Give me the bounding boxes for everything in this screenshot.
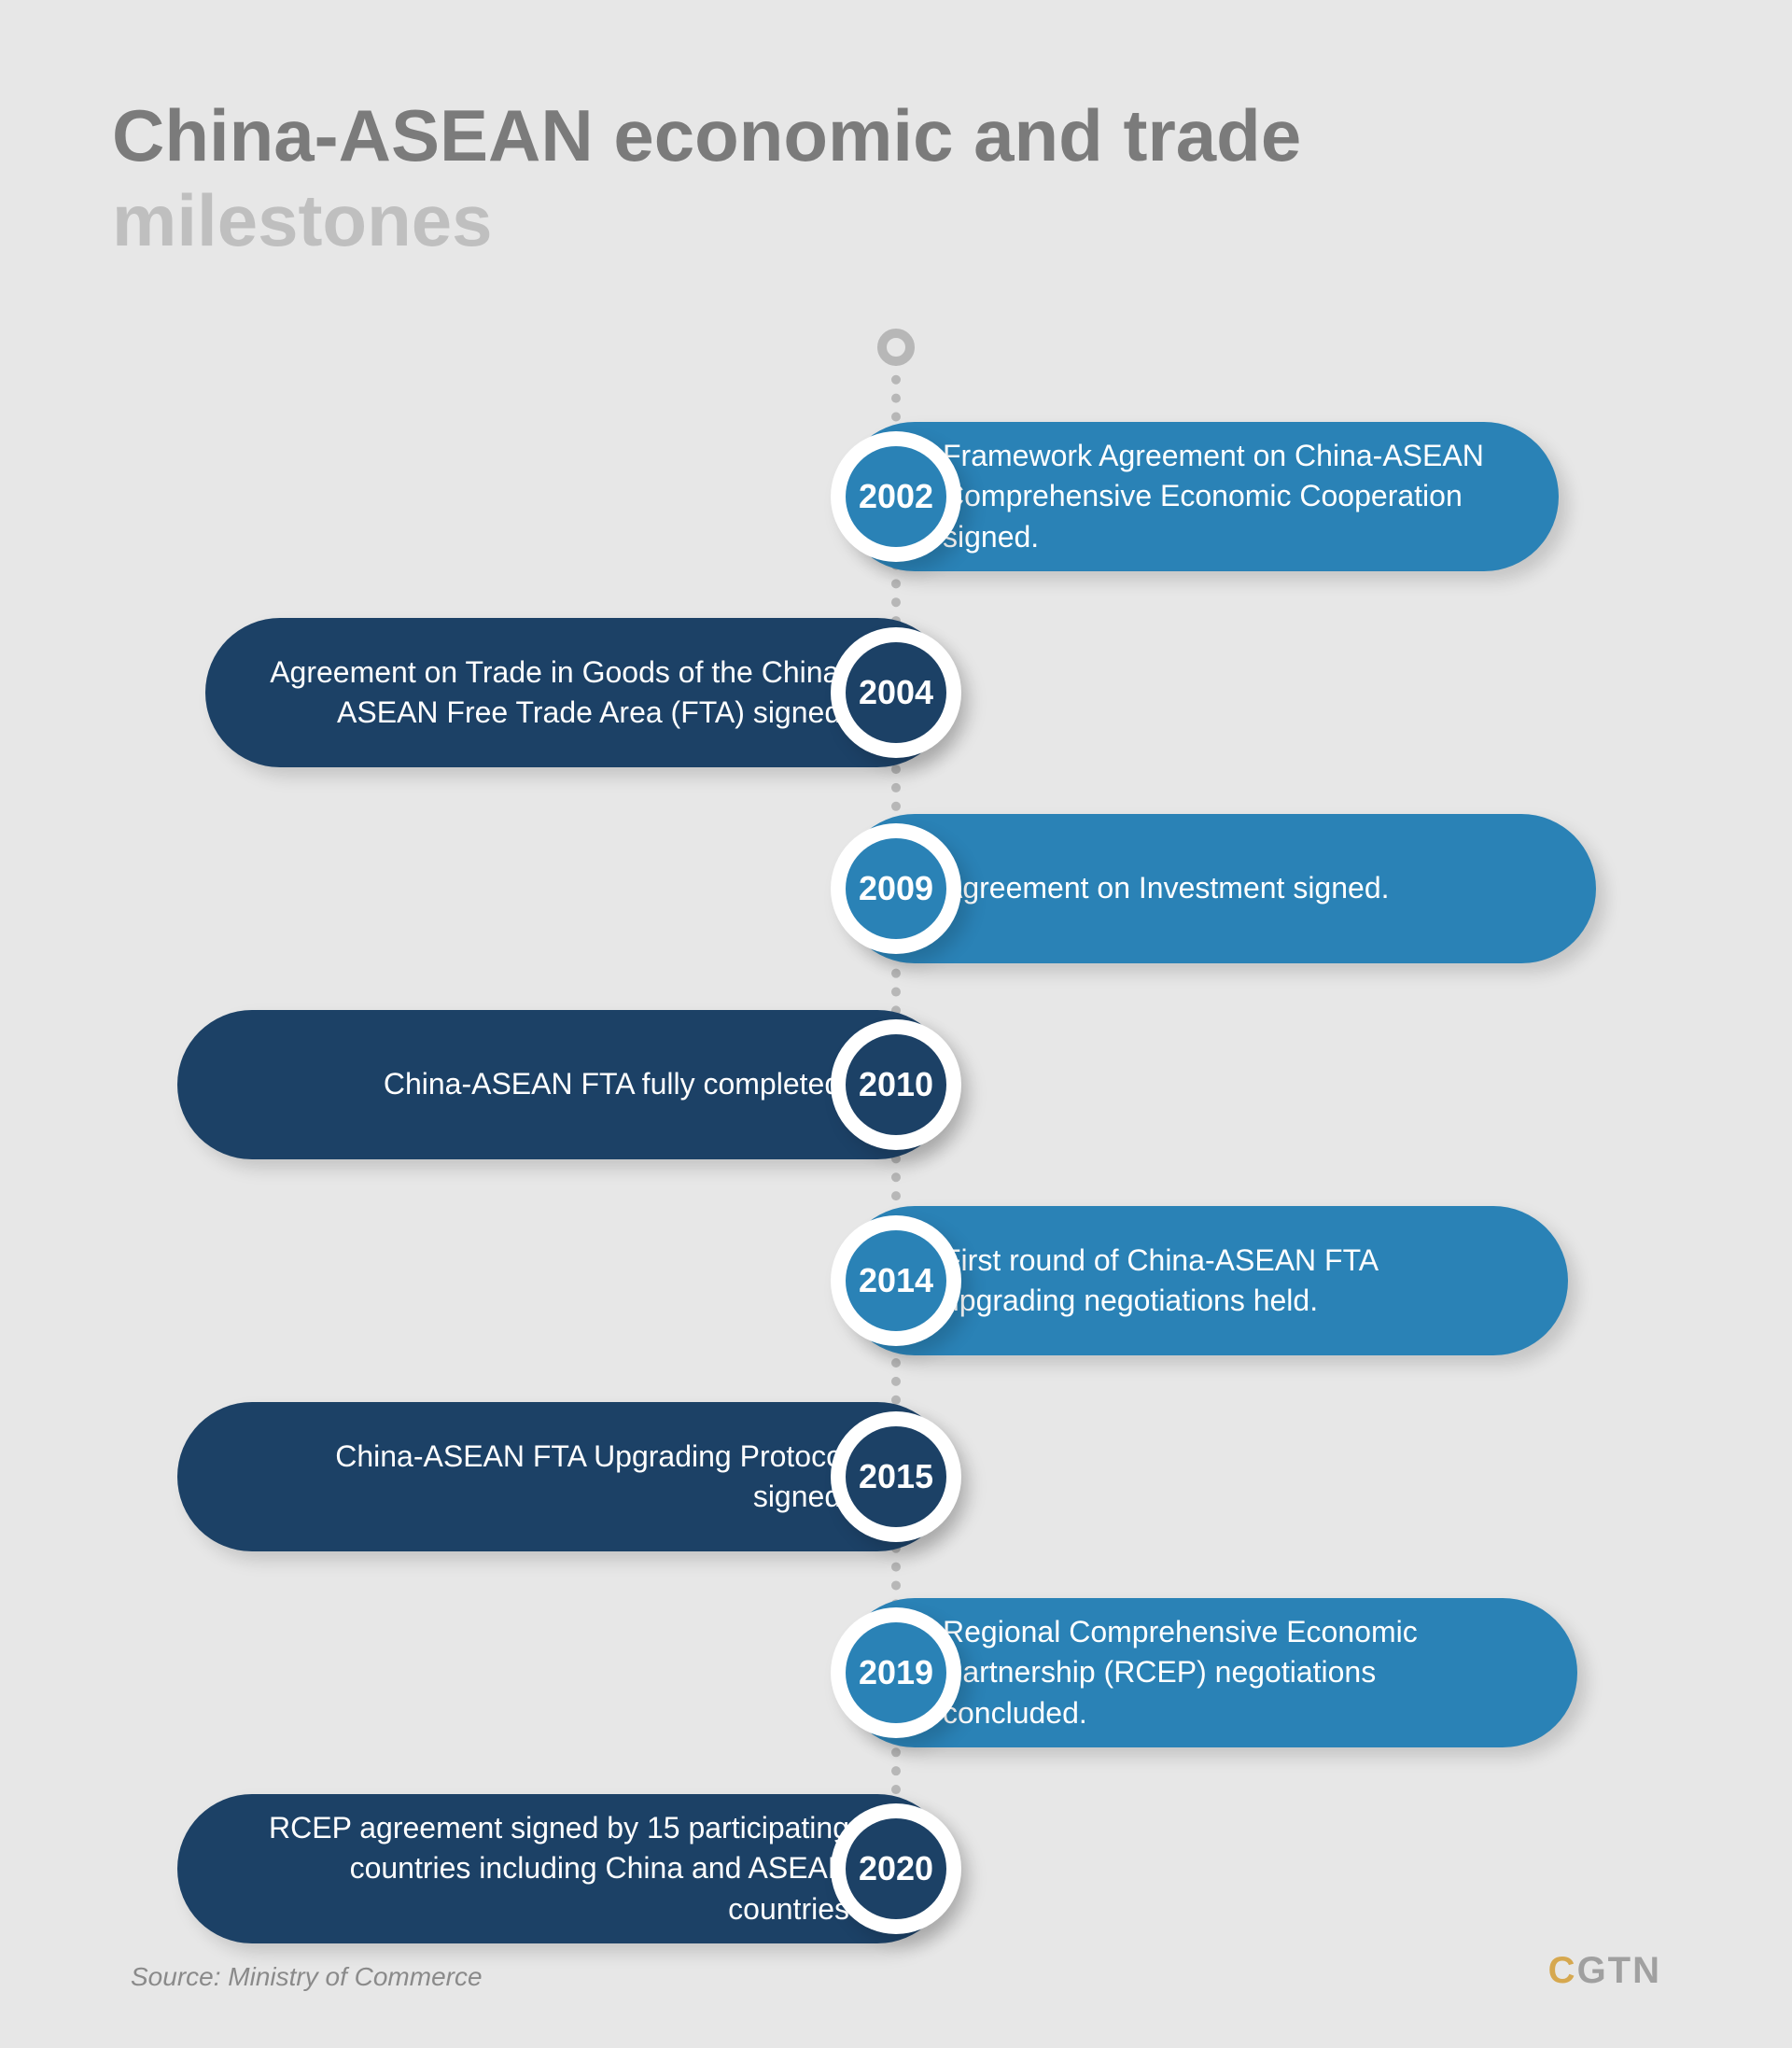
year-label: 2009 bbox=[846, 838, 946, 939]
milestone-2004: Agreement on Trade in Goods of the China… bbox=[112, 618, 1680, 767]
year-circle: 2015 bbox=[831, 1411, 961, 1542]
cgtn-logo: CGTN bbox=[1548, 1950, 1661, 1992]
year-circle: 2019 bbox=[831, 1607, 961, 1738]
year-label: 2010 bbox=[846, 1034, 946, 1135]
year-label: 2014 bbox=[846, 1230, 946, 1331]
source-label: Source: Ministry of Commerce bbox=[131, 1962, 483, 1992]
year-circle: 2014 bbox=[831, 1215, 961, 1346]
page-title: China-ASEAN economic and trade milestone… bbox=[112, 93, 1680, 263]
milestone-2009: Agreement on Investment signed.2009 bbox=[112, 814, 1680, 963]
milestone-2015: China-ASEAN FTA Upgrading Protocol signe… bbox=[112, 1402, 1680, 1551]
logo-accent-letter: C bbox=[1548, 1950, 1577, 1991]
year-circle: 2009 bbox=[831, 823, 961, 954]
year-label: 2002 bbox=[846, 446, 946, 547]
milestone-desc: China-ASEAN FTA Upgrading Protocol signe… bbox=[233, 1437, 849, 1517]
year-label: 2004 bbox=[846, 642, 946, 743]
milestone-2010: China-ASEAN FTA fully completed.2010 bbox=[112, 1010, 1680, 1159]
year-label: 2020 bbox=[846, 1818, 946, 1919]
year-circle: 2010 bbox=[831, 1019, 961, 1150]
milestone-desc: Regional Comprehensive Economic Partners… bbox=[943, 1612, 1521, 1733]
timeline: Framework Agreement on China-ASEAN Compr… bbox=[112, 338, 1680, 1925]
title-part-2: milestones bbox=[112, 179, 492, 261]
footer: Source: Ministry of Commerce CGTN bbox=[131, 1950, 1661, 1992]
year-label: 2015 bbox=[846, 1426, 946, 1527]
milestone-desc: Agreement on Investment signed. bbox=[943, 868, 1390, 908]
timeline-start-dot bbox=[877, 329, 915, 366]
milestone-desc: China-ASEAN FTA fully completed. bbox=[384, 1064, 849, 1104]
milestone-desc: First round of China-ASEAN FTA upgrading… bbox=[943, 1241, 1512, 1321]
milestone-2014: First round of China-ASEAN FTA upgrading… bbox=[112, 1206, 1680, 1355]
milestone-2020: RCEP agreement signed by 15 participatin… bbox=[112, 1794, 1680, 1943]
year-label: 2019 bbox=[846, 1622, 946, 1723]
year-circle: 2002 bbox=[831, 431, 961, 562]
year-circle: 2004 bbox=[831, 627, 961, 758]
milestone-desc: Agreement on Trade in Goods of the China… bbox=[261, 652, 849, 733]
title-part-1: China-ASEAN economic and trade bbox=[112, 94, 1301, 176]
milestone-desc: Framework Agreement on China-ASEAN Compr… bbox=[943, 436, 1503, 557]
milestone-2019: Regional Comprehensive Economic Partners… bbox=[112, 1598, 1680, 1747]
year-circle: 2020 bbox=[831, 1803, 961, 1934]
milestone-2002: Framework Agreement on China-ASEAN Compr… bbox=[112, 422, 1680, 571]
logo-rest: GTN bbox=[1577, 1950, 1661, 1991]
milestone-desc: RCEP agreement signed by 15 participatin… bbox=[233, 1808, 849, 1929]
